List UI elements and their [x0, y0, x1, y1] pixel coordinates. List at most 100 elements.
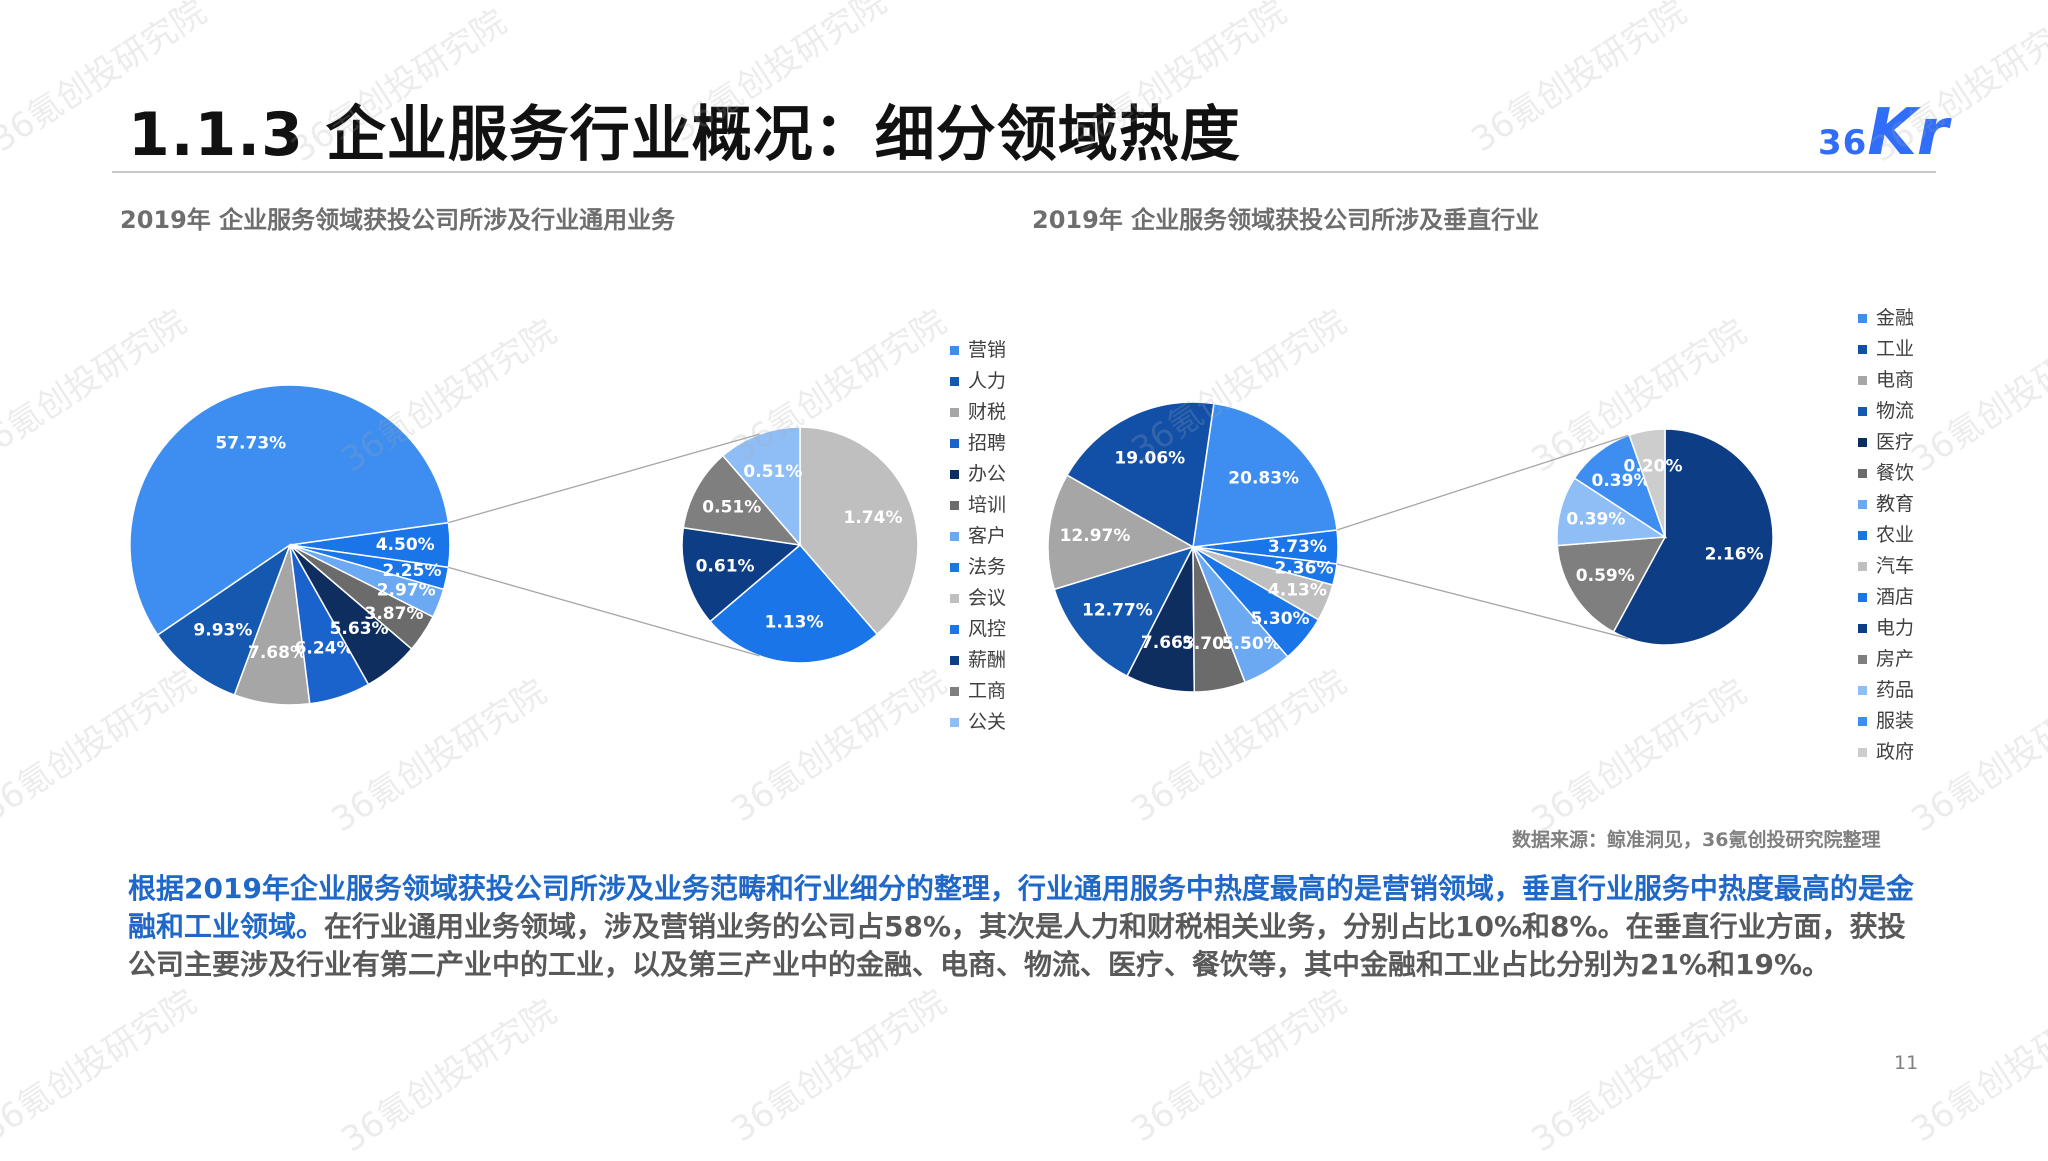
connector-line	[1336, 563, 1629, 640]
legend-item: 财税	[950, 397, 1006, 428]
summary-body: 在行业通用业务领域，涉及营销业务的公司占58%，其次是人力和财税相关业务，分别占…	[128, 910, 1906, 981]
legend-label: 公关	[968, 711, 1007, 733]
legend-item: 汽车	[1858, 551, 1914, 582]
sub-data-label: 0.20%	[1624, 457, 1683, 477]
sub-data-label: 1.13%	[765, 613, 824, 633]
sub-pie-slice	[681, 526, 802, 623]
legend-item: 金融	[1858, 303, 1914, 334]
pie-slice	[129, 384, 450, 637]
legend-swatch	[950, 656, 959, 665]
legend-label: 招聘	[968, 432, 1007, 454]
logo-letters: Kr	[1867, 96, 1949, 170]
pie-slice	[156, 543, 292, 696]
logo-number: 36	[1818, 123, 1868, 163]
legend-item: 物流	[1858, 396, 1914, 427]
legend-swatch	[1858, 438, 1867, 447]
legend-item: 会议	[950, 583, 1006, 614]
data-label: 6.24%	[295, 638, 354, 658]
legend-label: 政府	[1876, 741, 1915, 763]
legend-swatch	[950, 439, 959, 448]
legend-swatch	[1858, 686, 1867, 695]
legend-label: 房产	[1876, 648, 1915, 670]
legend-label: 金融	[1876, 307, 1915, 329]
legend-swatch	[1858, 407, 1867, 416]
sub-data-label: 0.39%	[1566, 510, 1625, 530]
sub-data-label: 2.16%	[1705, 545, 1764, 565]
connector-line	[448, 566, 760, 657]
legend-item: 教育	[1858, 489, 1914, 520]
legend-item: 政府	[1858, 737, 1914, 768]
pie-slice	[1192, 402, 1338, 548]
legend-item: 营销	[950, 335, 1006, 366]
legend-item: 薪酬	[950, 645, 1006, 676]
summary-highlight: 根据2019年企业服务领域获投公司所涉及业务范畴和行业细分的整理，行业通用服务中…	[128, 872, 1914, 943]
legend-label: 会议	[968, 587, 1007, 609]
legend-item: 药品	[1858, 675, 1914, 706]
legend-swatch	[950, 594, 959, 603]
legend-swatch	[950, 377, 959, 386]
pie-slice	[1047, 474, 1195, 591]
left-chart-legend: 营销 人力 财税 招聘 办公 培训 客户 法务 会议 风控 薪酬 工商 公关	[950, 335, 1006, 738]
legend-label: 培训	[968, 494, 1007, 516]
legend-label: 财税	[968, 401, 1007, 423]
page-number: 11	[1894, 1052, 1919, 1074]
legend-label: 办公	[968, 463, 1007, 485]
legend-swatch	[1858, 655, 1867, 664]
legend-label: 药品	[1876, 679, 1915, 701]
pie-slice	[1065, 401, 1215, 549]
legend-label: 医疗	[1876, 431, 1915, 453]
legend-swatch	[950, 563, 959, 572]
legend-swatch	[1858, 748, 1867, 757]
legend-swatch	[1858, 717, 1867, 726]
data-label: 7.68%	[248, 643, 307, 663]
data-label: 5.50%	[1222, 634, 1281, 654]
legend-swatch	[1858, 314, 1867, 323]
legend-item: 电力	[1858, 613, 1914, 644]
right-chart-legend: 金融 工业 电商 物流 医疗 餐饮 教育 农业 汽车 酒店 电力 房产 药品 服装 政府	[1858, 303, 1914, 768]
pie-slice	[1053, 545, 1195, 678]
sub-pie-slice	[1612, 428, 1774, 646]
data-label-other: 3.73%	[1268, 537, 1327, 557]
legend-swatch	[1858, 624, 1867, 633]
pie-slice	[289, 544, 450, 591]
legend-swatch	[1858, 531, 1867, 540]
connector-line	[1336, 434, 1629, 531]
legend-label: 物流	[1876, 400, 1915, 422]
brand-logo: 36Kr	[1818, 96, 1948, 170]
sub-pie-slice	[709, 543, 879, 664]
legend-swatch	[950, 718, 959, 727]
data-label: 12.97%	[1060, 526, 1131, 546]
connector-line	[448, 433, 760, 524]
data-label: 2.25%	[383, 561, 442, 581]
legend-label: 营销	[968, 339, 1007, 361]
legend-label: 农业	[1876, 524, 1915, 546]
legend-swatch	[1858, 469, 1867, 478]
legend-label: 风控	[968, 618, 1007, 640]
data-label: 4.13%	[1268, 581, 1327, 601]
data-label: 5.70%	[1182, 634, 1241, 654]
legend-label: 薪酬	[968, 649, 1007, 671]
data-label: 20.83%	[1228, 468, 1299, 488]
data-label: 5.30%	[1251, 609, 1310, 629]
legend-item: 医疗	[1858, 427, 1914, 458]
legend-label: 人力	[968, 370, 1007, 392]
legend-swatch	[1858, 562, 1867, 571]
legend-label: 服装	[1876, 710, 1915, 732]
legend-item: 人力	[950, 366, 1006, 397]
sub-data-label: 0.59%	[1576, 566, 1635, 586]
legend-item: 培训	[950, 490, 1006, 521]
legend-swatch	[1858, 345, 1867, 354]
legend-item: 电商	[1858, 365, 1914, 396]
legend-item: 房产	[1858, 644, 1914, 675]
sub-pie-slice	[682, 454, 802, 547]
page-title: 1.1.3 企业服务行业概况：细分领域热度	[128, 100, 1241, 170]
legend-item: 工业	[1858, 334, 1914, 365]
legend-swatch	[1858, 376, 1867, 385]
legend-swatch	[950, 625, 959, 634]
legend-swatch	[1858, 593, 1867, 602]
legend-swatch	[950, 532, 959, 541]
data-label: 2.36%	[1275, 559, 1334, 579]
legend-swatch	[950, 408, 959, 417]
sub-data-label: 0.61%	[696, 557, 755, 577]
